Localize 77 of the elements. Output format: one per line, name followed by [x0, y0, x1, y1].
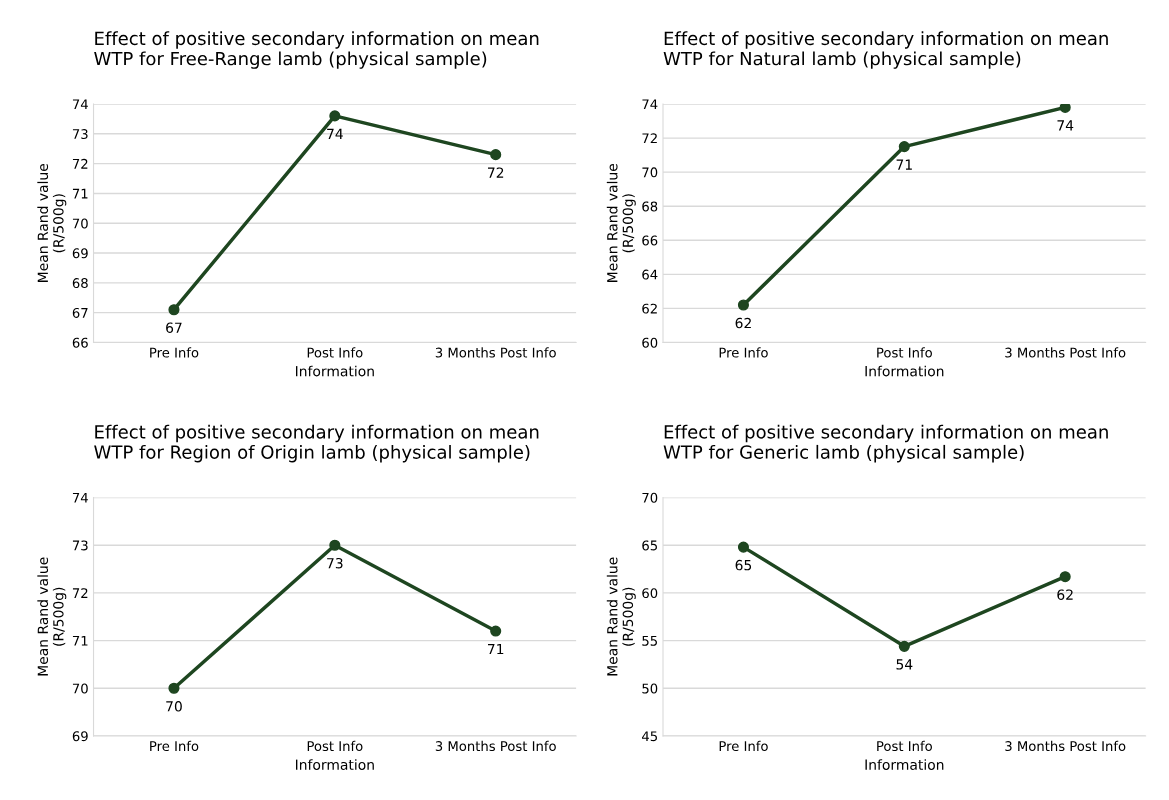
- data-label: 62: [1057, 589, 1073, 600]
- y-tick-label: 74: [642, 99, 658, 110]
- point: [1059, 104, 1071, 113]
- data-label: 54: [896, 659, 913, 670]
- y-tick-label: 68: [72, 278, 88, 289]
- y-tick-label: 60: [642, 337, 658, 348]
- x-tick-label: Post Info: [307, 740, 363, 752]
- x-axis-title: Information: [865, 365, 944, 377]
- x-axis-title: Information: [295, 759, 374, 770]
- y-tick-label: 55: [642, 636, 657, 646]
- y-tick-label: 68: [642, 201, 658, 212]
- x-tick-label: 3 Months Post Info: [1005, 347, 1126, 358]
- y-tick-label: 71: [72, 636, 88, 646]
- x-tick-label: Post Info: [877, 740, 932, 752]
- y-tick-label: 70: [72, 683, 88, 694]
- y-axis-title: Mean Rand value (R/500g): [606, 557, 636, 676]
- point: [168, 304, 180, 316]
- point: [737, 299, 749, 311]
- x-tick-label: Pre Info: [719, 740, 768, 752]
- y-tick-label: 74: [72, 492, 88, 503]
- y-tick-label: 69: [72, 248, 88, 259]
- x-axis-title: Information: [865, 759, 944, 770]
- x-axis-title: Information: [295, 365, 374, 377]
- data-label: 71: [896, 159, 912, 170]
- point: [490, 149, 502, 161]
- data-label: 74: [1057, 120, 1074, 131]
- y-tick-label: 70: [642, 492, 658, 503]
- y-tick-label: 73: [72, 129, 88, 140]
- y-tick-label: 72: [642, 133, 657, 144]
- y-tick-label: 66: [72, 337, 88, 348]
- point: [329, 539, 341, 551]
- point: [1059, 571, 1071, 583]
- y-tick-label: 72: [72, 588, 88, 598]
- data-label: 72: [488, 167, 504, 178]
- y-tick-label: 70: [642, 167, 658, 178]
- y-tick-label: 65: [642, 540, 657, 551]
- x-tick-label: Post Info: [877, 347, 932, 358]
- y-tick-label: 62: [642, 303, 657, 314]
- y-tick-label: 67: [72, 307, 88, 318]
- point: [329, 110, 341, 122]
- point: [737, 541, 749, 553]
- data-label: 73: [327, 557, 343, 569]
- data-label: 65: [735, 559, 752, 571]
- chart-title: Effect of positive secondary information on mean WTP for Region of Origin lamb (physical sample): [94, 424, 539, 463]
- x-tick-label: Pre Info: [150, 347, 199, 358]
- data-label: 70: [166, 701, 182, 712]
- y-tick-label: 70: [72, 218, 88, 229]
- y-axis-title: Mean Rand value (R/500g): [606, 163, 636, 282]
- point: [490, 625, 502, 637]
- y-tick-label: 71: [72, 188, 88, 199]
- y-tick-label: 50: [642, 683, 658, 694]
- chart-title: Effect of positive secondary information on mean WTP for Free-Range lamb (physical sample): [94, 31, 539, 69]
- point: [168, 682, 180, 694]
- y-tick-label: 66: [642, 235, 658, 246]
- point: [898, 141, 910, 153]
- chart-title: Effect of positive secondary information on mean WTP for Natural lamb (physical sample): [663, 31, 1108, 69]
- x-tick-label: Post Info: [307, 347, 363, 358]
- data-label: 74: [327, 128, 343, 139]
- y-tick-label: 69: [72, 731, 88, 742]
- y-tick-label: 73: [72, 540, 88, 551]
- x-tick-label: 3 Months Post Info: [435, 740, 556, 752]
- y-tick-label: 45: [642, 731, 657, 742]
- x-tick-label: 3 Months Post Info: [1005, 740, 1126, 752]
- x-tick-label: Pre Info: [719, 347, 768, 358]
- y-tick-label: 74: [72, 99, 88, 110]
- y-tick-label: 64: [642, 269, 658, 280]
- y-tick-label: 72: [72, 158, 88, 169]
- x-tick-label: Pre Info: [150, 740, 199, 752]
- data-label: 71: [488, 643, 504, 655]
- point: [898, 640, 910, 652]
- y-axis-title: Mean Rand value (R/500g): [37, 163, 67, 282]
- x-tick-label: 3 Months Post Info: [435, 347, 556, 358]
- y-axis-title: Mean Rand value (R/500g): [37, 557, 67, 676]
- data-label: 67: [166, 322, 182, 333]
- data-label: 62: [735, 317, 751, 329]
- chart-title: Effect of positive secondary information on mean WTP for Generic lamb (physical sample): [663, 424, 1108, 463]
- y-tick-label: 60: [642, 588, 658, 599]
